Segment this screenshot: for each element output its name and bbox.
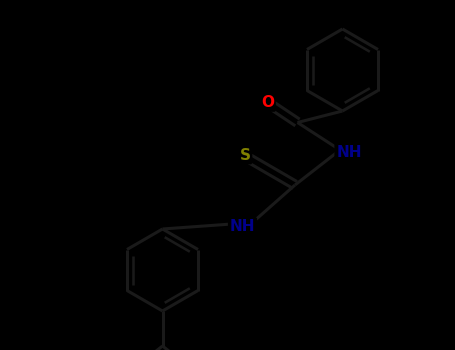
Text: O: O bbox=[261, 95, 274, 110]
Text: S: S bbox=[239, 147, 251, 162]
Text: NH: NH bbox=[230, 219, 255, 234]
Text: NH: NH bbox=[336, 145, 362, 160]
